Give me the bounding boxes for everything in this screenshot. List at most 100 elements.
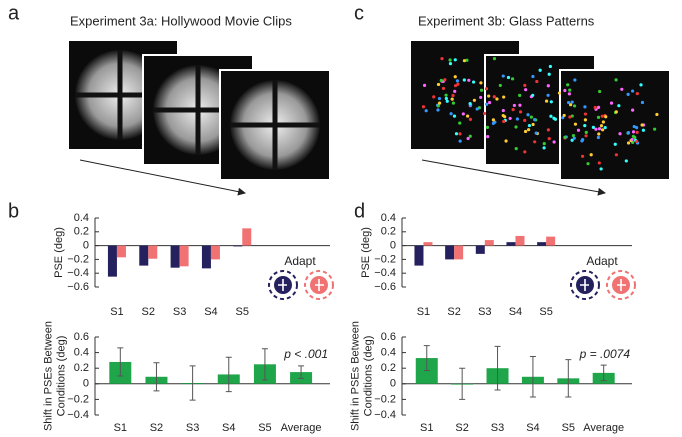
pattern-dot	[573, 122, 578, 126]
legend-icon	[570, 270, 600, 300]
y-tick-label: 0	[83, 240, 89, 252]
legend-title: Adapt	[284, 254, 316, 268]
pattern-dot	[599, 124, 604, 128]
pattern-dot	[468, 134, 472, 138]
pattern-dot	[583, 105, 587, 109]
pattern-dot	[441, 86, 446, 91]
pattern-dot	[626, 130, 631, 135]
pattern-dot	[452, 114, 457, 118]
pattern-dot	[472, 98, 477, 102]
pattern-dot	[492, 95, 496, 99]
pattern-dot	[529, 115, 533, 119]
x-tick-label: S2	[455, 422, 468, 434]
pattern-dot	[614, 153, 618, 157]
pattern-dot	[583, 124, 587, 128]
bar	[107, 245, 117, 277]
annotation: p = .0074	[579, 347, 631, 361]
pattern-dot	[492, 57, 497, 61]
y-axis-label: PSE (deg)	[53, 227, 65, 278]
pattern-dot	[502, 95, 506, 99]
pattern-dot	[596, 135, 600, 140]
y-axis-label: PSE (deg)	[360, 227, 372, 278]
panel-title: Experiment 3b: Glass Patterns	[418, 13, 595, 28]
pattern-dot	[518, 103, 522, 107]
pattern-dot	[597, 132, 601, 136]
panel-label: a	[8, 2, 20, 24]
pattern-dot	[514, 147, 518, 151]
pattern-dot	[580, 154, 585, 158]
pattern-dot	[482, 111, 487, 116]
bar	[201, 245, 211, 269]
pattern-dot	[614, 110, 618, 114]
bar	[170, 245, 180, 268]
pattern-dot	[449, 112, 453, 116]
pattern-dot	[523, 129, 528, 134]
pattern-dot	[506, 75, 511, 80]
pattern-dot	[535, 79, 539, 84]
pattern-dot	[599, 167, 603, 171]
pattern-dot	[501, 74, 505, 78]
y-tick-label: 0.2	[74, 226, 89, 238]
pattern-dot	[487, 94, 491, 98]
x-tick-label: S4	[204, 306, 217, 318]
pattern-dot	[479, 88, 484, 92]
pattern-dot	[468, 117, 473, 121]
pattern-dot	[617, 104, 621, 108]
bar	[546, 236, 556, 246]
pattern-dot	[630, 138, 634, 142]
pattern-dot	[503, 115, 507, 119]
pattern-dot	[549, 114, 553, 118]
y-axis-label: Shift in PSEs Between	[42, 321, 54, 431]
x-tick-label: S3	[186, 422, 199, 434]
pattern-dot	[523, 83, 527, 87]
pattern-dot	[569, 103, 573, 107]
pattern-dot	[437, 96, 442, 101]
y-tick-label: 0	[390, 378, 396, 390]
pattern-dot	[640, 123, 644, 127]
pattern-dot	[471, 80, 476, 84]
pattern-dot	[527, 123, 532, 128]
pattern-dot	[542, 141, 546, 146]
pattern-dot	[631, 130, 636, 134]
pattern-dot	[467, 78, 471, 82]
y-tick-label: −0.2	[374, 253, 396, 265]
y-tick-label: 0.2	[381, 226, 396, 238]
bar	[210, 245, 220, 260]
pattern-dot	[455, 79, 460, 83]
pattern-dot	[640, 100, 645, 105]
x-tick-label: S5	[258, 422, 271, 434]
pattern-dot	[475, 107, 479, 111]
pattern-dot	[635, 130, 639, 134]
pattern-dot	[498, 83, 502, 88]
pattern-dot	[510, 77, 515, 81]
error-bar	[423, 345, 430, 372]
x-tick-label: Average	[583, 422, 624, 434]
pattern-dot	[594, 127, 598, 131]
panel-label: d	[354, 200, 365, 222]
x-tick-label: S2	[150, 422, 163, 434]
bar	[484, 240, 494, 246]
pattern-dot	[570, 100, 574, 104]
pattern-dot	[421, 105, 426, 109]
pattern-dot	[436, 104, 440, 108]
pattern-dot	[453, 58, 457, 62]
pattern-dot	[586, 162, 590, 166]
pattern-dot	[486, 135, 490, 139]
pattern-dot	[626, 141, 631, 145]
legend-arrow	[315, 279, 324, 291]
legend-icon	[606, 270, 636, 300]
error-bar	[153, 362, 160, 392]
x-tick-label: S1	[114, 422, 127, 434]
y-tick-label: −0.4	[67, 409, 89, 421]
pattern-dot	[485, 102, 489, 106]
pattern-dot	[432, 95, 436, 99]
pattern-dot	[523, 118, 527, 122]
pattern-dot	[544, 99, 549, 103]
pattern-dot	[583, 118, 588, 122]
pattern-dot	[466, 136, 470, 141]
y-tick-label: 0.2	[74, 362, 89, 374]
legend-title: Adapt	[586, 254, 618, 268]
pattern-dot	[439, 78, 443, 83]
pattern-dot	[566, 83, 570, 87]
